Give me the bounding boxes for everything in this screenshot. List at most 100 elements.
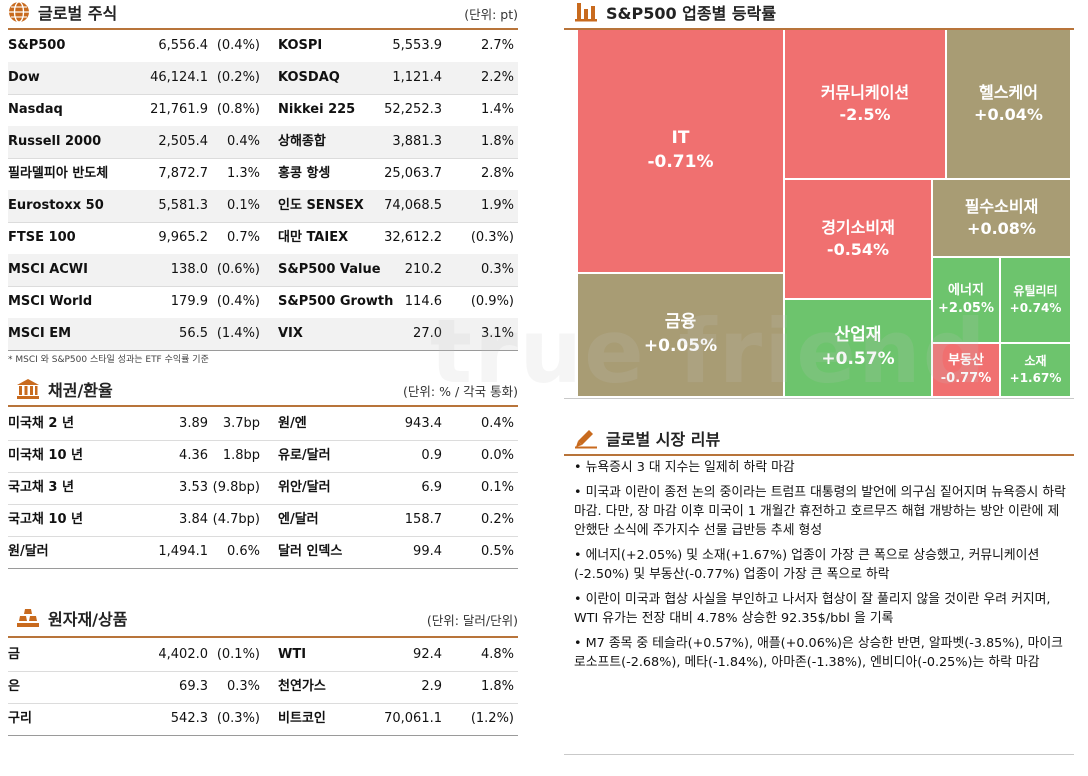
row-divider (8, 286, 518, 287)
row-value-left: 46,124.1 (150, 70, 208, 85)
tile-label: 경기소비재 (821, 217, 895, 237)
tile-real-estate: 부동산 -0.77% (933, 344, 999, 396)
table-row: Dow 46,124.1 (0.2%) KOSDAQ 1,121.4 2.2% (8, 62, 518, 94)
row-value-right: 74,068.5 (384, 198, 442, 213)
row-value-left: 3.84 (179, 512, 208, 527)
table-row: 구리 542.3 (0.3%) 비트코인 70,061.1 (1.2%) (8, 703, 518, 735)
tile-value: +0.74% (1009, 301, 1062, 315)
bonds-section-header: 채권/환율 (16, 377, 113, 401)
commodities-title: 원자재/상품 (48, 610, 128, 629)
row-name-left: 필라델피아 반도체 (8, 166, 109, 181)
row-value-right: 1,121.4 (392, 70, 442, 85)
tile-consumer-staples: 필수소비재 +0.08% (933, 180, 1070, 256)
row-change-right: 0.1% (480, 480, 514, 495)
row-value-right: 32,612.2 (384, 230, 442, 245)
row-change-right: 2.8% (480, 166, 514, 181)
tile-value: +0.08% (967, 219, 1036, 238)
sector-treemap: IT -0.71% 커뮤니케이션 -2.5% 헬스케어 +0.04% 경기소비재 -0.54%… (578, 30, 1070, 396)
row-value-left: 4.36 (179, 448, 208, 463)
tile-value: +1.67% (1009, 371, 1062, 385)
tile-value: +2.05% (938, 301, 994, 316)
commodities-top-rule (8, 636, 518, 638)
row-value-right: 52,252.3 (384, 102, 442, 117)
table-row: MSCI World 179.9 (0.4%) S&P500 Growth 114.6 (… (8, 286, 518, 318)
sectors-title: S&P500 업종별 등락률 (606, 4, 777, 23)
table-row: Russell 2000 2,505.4 0.4% 상해종합 3,881.3 1.8% (8, 126, 518, 158)
row-change-left: (0.2%) (216, 70, 260, 85)
row-name-right: 원/엔 (278, 416, 307, 431)
row-value-left: 56.5 (179, 326, 208, 341)
row-value-right: 5,553.9 (392, 38, 442, 53)
tile-consumer-discretionary: 경기소비재 -0.54% (785, 180, 931, 298)
table-bottom-rule (8, 350, 518, 351)
row-name-left: Dow (8, 70, 40, 85)
row-name-right: 달러 인덱스 (278, 544, 343, 559)
row-change-right: 0.0% (480, 448, 514, 463)
tile-value: -0.54% (826, 240, 890, 259)
row-change-left: (0.4%) (216, 294, 260, 309)
tile-value: -0.71% (647, 152, 714, 172)
tile-healthcare: 헬스케어 +0.04% (947, 30, 1070, 178)
row-change-left: 0.1% (226, 198, 260, 213)
row-value-right: 0.9 (421, 448, 442, 463)
sectors-section-header: S&P500 업종별 등락률 (574, 0, 776, 24)
row-value-left: 69.3 (179, 679, 208, 694)
globe-icon (9, 1, 29, 23)
gold-bars-icon (17, 609, 39, 627)
bonds-top-rule (8, 405, 518, 407)
commodities-section-header: 원자재/상품 (16, 606, 127, 630)
row-change-right: 0.3% (480, 262, 514, 277)
row-name-left: 은 (8, 679, 20, 694)
tile-value: +0.57% (821, 349, 895, 369)
table-bottom-rule (8, 735, 518, 736)
row-divider (8, 472, 518, 473)
row-value-left: 6,556.4 (158, 38, 208, 53)
row-change-right: 1.8% (480, 134, 514, 149)
row-divider (8, 671, 518, 672)
tile-materials: 소재 +1.67% (1001, 344, 1070, 396)
row-name-right: 상해종합 (278, 134, 326, 149)
stocks-footnote: * MSCI 와 S&P500 스타일 성과는 ETF 수익률 기준 (8, 355, 209, 365)
row-name-left: 국고채 3 년 (8, 480, 74, 495)
review-item: 이란이 미국과 협상 사실을 부인하고 나서자 협상이 잘 풀리지 않을 것이란… (574, 590, 1070, 628)
row-change-left: 0.3% (226, 679, 260, 694)
row-change-left: 0.7% (226, 230, 260, 245)
row-change-right: (1.2%) (470, 711, 514, 726)
table-row: 국고채 3 년 3.53 (9.8bp) 위안/달러 6.9 0.1% (8, 472, 518, 504)
tile-label: 필수소비재 (964, 196, 1039, 216)
row-name-right: Nikkei 225 (278, 102, 356, 117)
row-change-left: (9.8bp) (212, 480, 260, 495)
tile-label: 에너지 (948, 282, 984, 298)
row-value-right: 114.6 (404, 294, 442, 309)
tile-energy: 에너지 +2.05% (933, 258, 999, 342)
row-divider (8, 536, 518, 537)
row-change-right: (0.3%) (470, 230, 514, 245)
bonds-unit: (단위: % / 각국 통화) (403, 384, 518, 399)
review-item: M7 종목 중 테슬라(+0.57%), 애플(+0.06%)은 상승한 반면,… (574, 634, 1070, 672)
row-change-right: 2.7% (480, 38, 514, 53)
row-change-left: 0.4% (226, 134, 260, 149)
row-divider (8, 222, 518, 223)
row-value-right: 210.2 (404, 262, 442, 277)
row-value-right: 943.4 (404, 416, 442, 431)
tile-label: 유틸리티 (1013, 284, 1058, 299)
review-top-rule (564, 454, 1074, 456)
table-row: S&P500 6,556.4 (0.4%) KOSPI 5,553.9 2.7% (8, 30, 518, 62)
row-divider (8, 158, 518, 159)
review-item: 에너지(+2.05%) 및 소재(+1.67%) 업종이 가장 큰 폭으로 상승… (574, 546, 1070, 584)
row-name-left: 국고채 10 년 (8, 512, 83, 527)
tile-value: +0.04% (974, 105, 1043, 124)
review-title: 글로벌 시장 리뷰 (606, 430, 721, 449)
row-name-right: 유로/달러 (278, 448, 331, 463)
row-name-left: FTSE 100 (8, 230, 76, 245)
stocks-section-header: 글로벌 주식 (8, 0, 117, 24)
row-name-right: 엔/달러 (278, 512, 319, 527)
bar-chart-icon (575, 3, 597, 22)
row-value-right: 70,061.1 (384, 711, 442, 726)
row-name-right: 대만 TAIEX (278, 230, 349, 245)
row-name-left: MSCI World (8, 294, 93, 309)
row-divider (8, 94, 518, 95)
row-divider (8, 703, 518, 704)
row-value-right: 3,881.3 (392, 134, 442, 149)
sectors-bottom-rule (564, 398, 1074, 399)
